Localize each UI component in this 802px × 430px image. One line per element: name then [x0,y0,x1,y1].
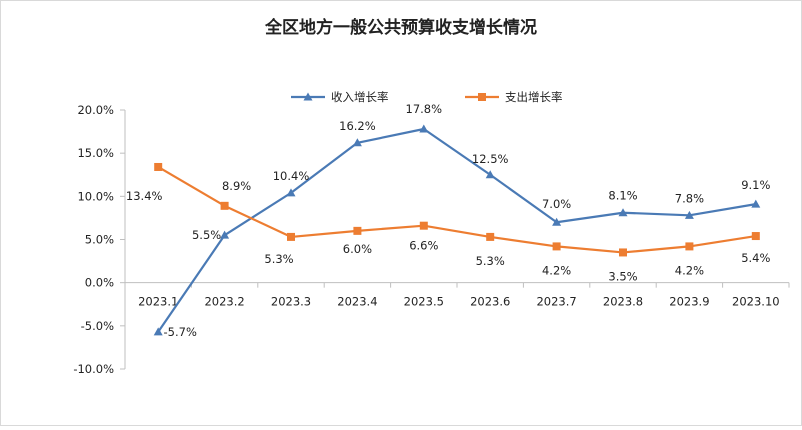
data-label: 9.1% [741,178,770,192]
x-tick-label: 2023.9 [669,295,709,309]
data-point [552,217,562,226]
data-point [220,230,230,239]
data-label: 7.8% [675,191,704,205]
x-tick-label: 2023.2 [204,295,244,309]
data-label: 3.5% [608,269,637,283]
data-label: 5.3% [476,254,505,268]
series-layer [153,124,761,336]
legend-label: 收入增长率 [331,90,389,104]
data-point [485,170,495,179]
data-label: 8.1% [608,189,637,203]
y-tick-label: 10.0% [77,189,114,203]
legend: 收入增长率 支出增长率 [291,90,563,104]
data-label: 6.0% [343,242,372,256]
y-tick-label: -5.0% [81,319,114,333]
data-point [153,327,163,336]
x-tick-label: 2023.10 [732,295,780,309]
x-tick-label: 2023.6 [470,295,510,309]
data-label: 10.4% [273,169,310,183]
x-tick-label: 2023.3 [271,295,311,309]
data-point [685,242,694,251]
data-point [619,248,627,257]
data-point [751,232,760,241]
legend-item-2: 支出增长率 [465,90,563,104]
data-label: 8.9% [222,179,251,193]
y-tick-label: 15.0% [77,146,114,160]
data-point [552,242,561,251]
y-tick-label: -10.0% [73,362,114,376]
legend-marker [478,93,486,101]
data-label: 13.4% [126,189,163,203]
data-point [684,210,694,219]
data-label: 7.0% [542,197,571,211]
legend-marker [303,92,313,101]
data-point [154,162,163,171]
y-tick-label: 0.0% [85,276,114,290]
y-tick-label: 5.0% [85,233,114,247]
data-labels: -5.7% 5.5% 10.4% 16.2% 17.8% 12.5% 7.0% 8.1% 7.8… [126,102,771,339]
data-label: 5.4% [741,251,770,265]
axes: 20.0% 15.0% 10.0% 5.0% 0.0% -5.0% -10.0% 2023.1… [73,103,790,376]
data-label: 5.3% [264,252,293,266]
data-label: 4.2% [675,263,704,277]
data-label: 17.8% [406,102,443,116]
series-line-2 [157,166,756,254]
data-label: -5.7% [164,325,197,339]
data-point [419,124,429,133]
legend-item-1: 收入增长率 [291,90,389,104]
data-point [353,226,362,235]
data-point [352,138,362,147]
data-label: 5.5% [192,228,221,242]
y-tick-label: 20.0% [77,103,114,117]
data-label: 12.5% [472,152,509,166]
chart-title: 全区地方一般公共预算收支增长情况 [264,17,537,38]
x-tick-label: 2023.1 [138,295,178,309]
series-line-1 [157,127,756,333]
data-label: 4.2% [542,263,571,277]
data-label: 16.2% [339,119,376,133]
x-tick-label: 2023.7 [536,295,576,309]
data-point [287,232,295,241]
data-point [286,188,296,197]
data-label: 6.6% [409,239,438,253]
x-tick-label: 2023.8 [603,295,643,309]
x-tick-label: 2023.5 [404,295,444,309]
x-tick-label: 2023.4 [337,295,377,309]
data-point [486,232,495,241]
data-point [751,199,761,208]
data-point [618,208,628,217]
data-point [220,201,229,210]
data-point [419,221,428,230]
legend-label: 支出增长率 [505,90,563,104]
